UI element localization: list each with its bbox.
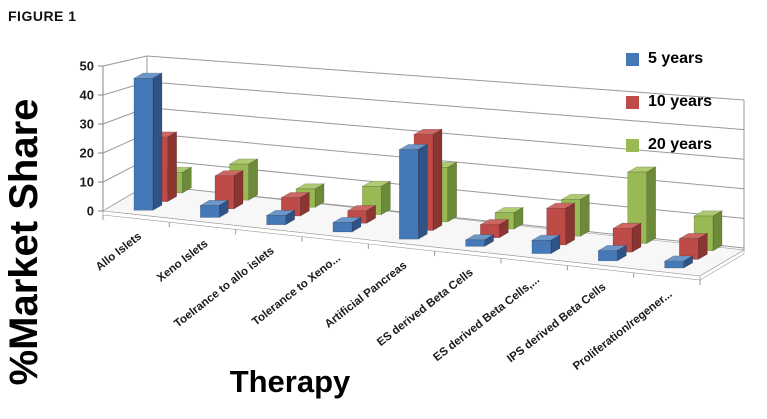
y-tick-label: 40 [80, 88, 94, 103]
bar-5-years-c3 [331, 216, 363, 233]
y-tick-label: 50 [80, 59, 94, 74]
chart-legend: 5 years 10 years 20 years [626, 50, 712, 154]
legend-label: 5 years [648, 50, 704, 67]
y-tick-label: 0 [87, 204, 94, 219]
y-tick-label: 20 [80, 146, 94, 161]
legend-label: 10 years [648, 93, 713, 110]
bar-20-years-c3 [361, 180, 392, 216]
legend-item-20-years: 20 years [626, 136, 712, 154]
bar-10-years-c2 [280, 191, 311, 217]
bar-10-years-c7 [611, 222, 643, 253]
category-label: Artificial Pancreas [323, 259, 409, 330]
legend-swatch-20-years [626, 138, 639, 152]
category-axis-ticks [102, 215, 701, 285]
category-label: Xeno Islets [155, 238, 210, 285]
bar-5-years-c5 [464, 234, 495, 247]
value-axis [98, 65, 104, 212]
y-tick-label: 30 [80, 117, 94, 132]
legend-item-5-years: 5 years [626, 50, 712, 68]
figure-label: FIGURE 1 [8, 8, 77, 24]
value-axis-labels: 0 10 20 30 40 50 [80, 59, 94, 219]
bar-5-years-c6 [530, 234, 562, 255]
bars-series-5-years [132, 72, 694, 269]
bar-10-years-c5 [479, 218, 510, 239]
bar-5-years-c4 [398, 143, 429, 240]
bar-5-years-c1 [199, 199, 230, 219]
y-tick-label: 10 [80, 175, 94, 190]
legend-swatch-10-years [626, 95, 639, 109]
x-axis-title: Therapy [229, 364, 351, 399]
category-label: Allo Islets [94, 231, 144, 274]
legend-item-10-years: 10 years [626, 93, 712, 111]
bar-5-years-c2 [265, 209, 296, 226]
bar-5-years-c7 [597, 244, 628, 262]
bar-5-years-c0 [132, 72, 164, 211]
bar-10-years-c3 [346, 205, 377, 224]
legend-label: 20 years [648, 136, 713, 153]
legend-swatch-5-years [626, 52, 639, 66]
bar-10-years-c8 [678, 232, 709, 260]
bar-10-years-c1 [213, 170, 245, 210]
bar-5-years-c8 [663, 255, 694, 269]
